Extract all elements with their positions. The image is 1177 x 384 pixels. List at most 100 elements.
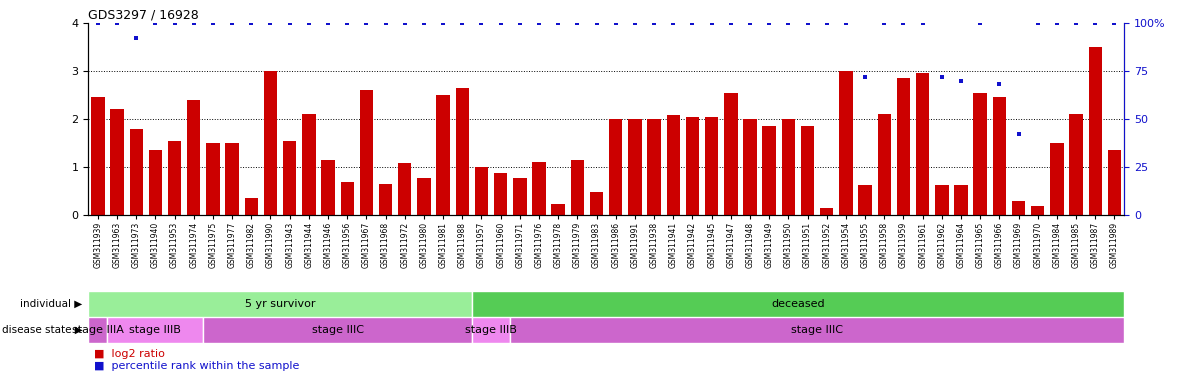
Point (299, 20, 318, 26)
Point (913, 20, 932, 26)
Point (204, 20, 222, 26)
Point (433, 20, 452, 26)
Bar (111, 109, 124, 215)
Bar (800, 126, 814, 215)
Text: GDS3297 / 16928: GDS3297 / 16928 (88, 9, 199, 22)
Point (990, 81, 1009, 88)
Bar (666, 115, 680, 215)
Point (856, 74, 875, 80)
Point (511, 20, 530, 26)
Text: stage IIIC: stage IIIC (791, 325, 843, 335)
Point (242, 20, 261, 26)
Bar (494, 173, 507, 215)
Point (395, 20, 414, 26)
Point (971, 20, 990, 26)
Point (146, 20, 165, 26)
Point (1048, 20, 1066, 26)
Bar (782, 119, 796, 215)
Bar (1089, 47, 1102, 215)
Bar (647, 119, 660, 215)
Bar (916, 73, 930, 215)
Bar (513, 177, 526, 215)
Point (548, 20, 567, 26)
Point (377, 20, 395, 26)
Point (530, 20, 548, 26)
Point (837, 20, 856, 26)
Bar (571, 160, 584, 215)
Point (1105, 20, 1124, 26)
Point (798, 20, 817, 26)
Point (280, 20, 299, 26)
Point (645, 20, 664, 26)
Point (127, 35, 146, 41)
Point (1029, 20, 1048, 26)
Point (185, 20, 204, 26)
Bar (724, 93, 738, 215)
Point (740, 20, 759, 26)
Bar (437, 95, 450, 215)
Bar (472, 317, 511, 343)
Bar (88, 291, 472, 317)
Point (319, 20, 338, 26)
Point (875, 20, 893, 26)
Bar (302, 114, 315, 215)
Bar (763, 126, 776, 215)
Bar (360, 90, 373, 215)
Point (261, 20, 280, 26)
Bar (532, 162, 546, 215)
Point (587, 20, 606, 26)
Bar (820, 208, 833, 215)
Text: stage IIIB: stage IIIB (129, 325, 181, 335)
Bar (1012, 200, 1025, 215)
Bar (226, 143, 239, 215)
Point (606, 20, 625, 26)
Point (165, 20, 184, 26)
Text: individual ▶: individual ▶ (20, 299, 82, 309)
Text: stage IIIA: stage IIIA (72, 325, 124, 335)
Bar (1050, 143, 1064, 215)
Bar (955, 185, 967, 215)
Bar (204, 317, 472, 343)
Bar (379, 184, 392, 215)
Text: stage IIIB: stage IIIB (465, 325, 517, 335)
Point (951, 78, 970, 84)
Bar (1108, 150, 1122, 215)
Bar (282, 141, 297, 215)
Bar (935, 185, 949, 215)
Text: stage IIIC: stage IIIC (312, 325, 364, 335)
Bar (878, 114, 891, 215)
Point (625, 20, 644, 26)
Text: 5 yr survivor: 5 yr survivor (245, 299, 315, 309)
Bar (187, 100, 200, 215)
Bar (839, 71, 852, 215)
Bar (455, 88, 468, 215)
Bar (206, 143, 220, 215)
Bar (168, 141, 181, 215)
Bar (472, 291, 1124, 317)
Bar (129, 129, 142, 215)
Text: deceased: deceased (771, 299, 825, 309)
Point (222, 20, 241, 26)
Point (683, 20, 701, 26)
Point (472, 20, 491, 26)
Text: ■  log2 ratio: ■ log2 ratio (94, 349, 165, 359)
Bar (858, 185, 872, 215)
Point (817, 20, 836, 26)
Point (779, 20, 798, 26)
Bar (264, 71, 278, 215)
Point (722, 20, 740, 26)
Bar (552, 204, 565, 215)
Bar (148, 150, 162, 215)
Text: disease state ▶: disease state ▶ (1, 325, 82, 335)
Bar (107, 317, 204, 343)
Point (1066, 20, 1085, 26)
Point (453, 20, 472, 26)
Bar (609, 119, 623, 215)
Point (107, 20, 126, 26)
Point (338, 20, 357, 26)
Point (760, 20, 779, 26)
Bar (321, 160, 334, 215)
Bar (245, 198, 258, 215)
Bar (992, 98, 1006, 215)
Bar (705, 117, 718, 215)
